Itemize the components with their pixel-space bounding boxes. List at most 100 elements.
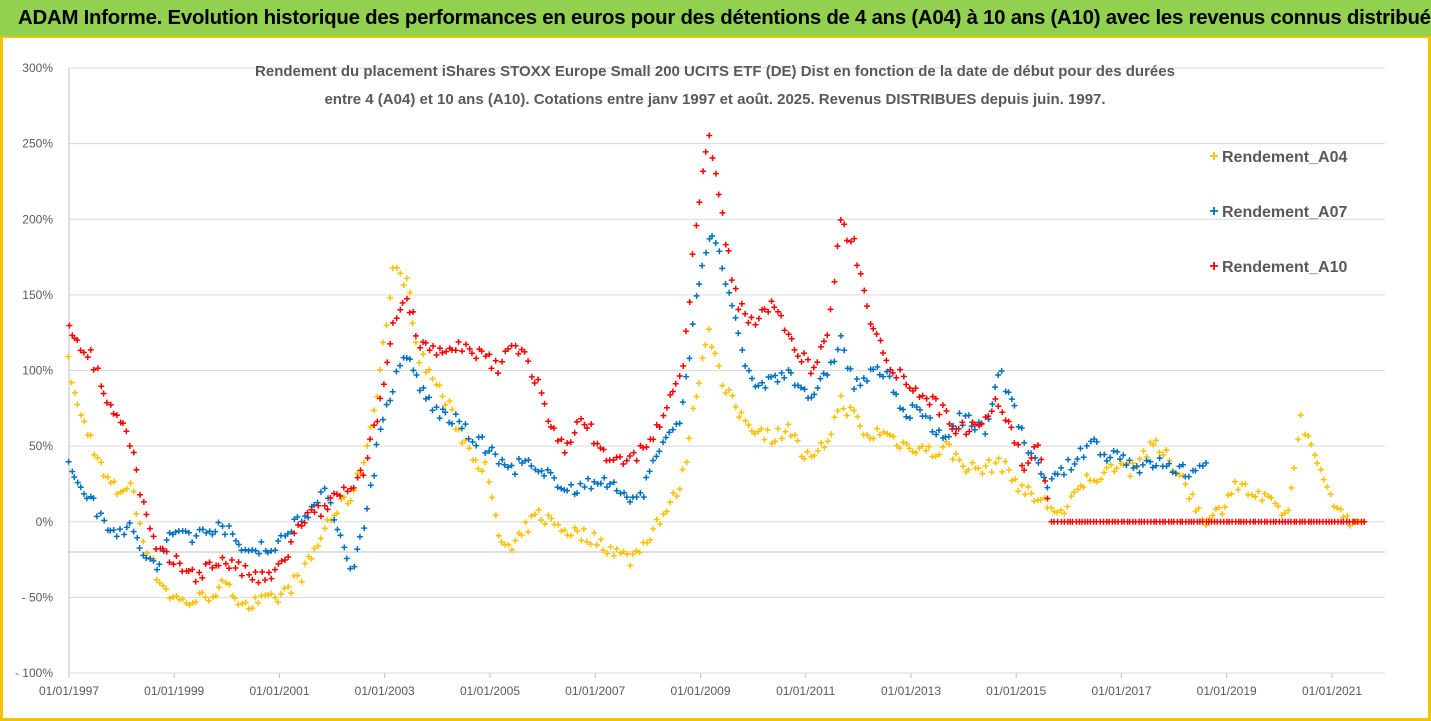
data-point [903,440,910,447]
data-point [1297,412,1304,419]
data-point [1094,478,1101,485]
data-point [222,560,229,567]
data-point [110,527,117,534]
data-point [229,530,236,537]
data-point [1111,468,1118,475]
data-point [446,419,453,426]
data-point [626,453,633,460]
data-point [742,363,749,370]
data-point [232,565,239,572]
data-point [278,558,285,565]
data-point [1169,469,1176,476]
data-point [521,348,528,355]
x-tick-label: 01/01/2009 [670,684,730,698]
data-point [532,511,539,518]
data-point [932,395,939,402]
data-point [814,384,821,391]
data-point [685,435,692,442]
data-point [787,369,794,376]
data-point [772,438,779,445]
data-point [203,529,210,536]
data-point [1311,451,1318,458]
data-point [1097,476,1104,483]
data-point [448,420,455,427]
data-point [199,589,206,596]
data-point [455,426,462,433]
data-point [183,600,190,607]
y-tick-label: 300% [22,61,53,75]
data-point [525,457,532,464]
data-point [567,439,574,446]
data-point [1295,436,1302,443]
data-point [814,447,821,454]
data-point [732,285,739,292]
data-point [519,459,526,466]
data-point [196,569,203,576]
data-point [627,498,634,505]
data-point [926,401,933,408]
data-point [624,551,631,558]
data-point [808,394,815,401]
data-point [945,433,952,440]
data-point [827,306,834,313]
data-point [515,350,522,357]
data-point [1126,457,1133,464]
data-point [900,439,907,446]
data-point [554,484,561,491]
data-point [113,533,120,540]
data-point [68,379,75,386]
data-point [913,404,920,411]
data-point [768,298,775,305]
data-point [946,421,953,428]
data-point [1203,459,1209,466]
data-point [462,421,469,428]
data-point [992,459,999,466]
data-point [83,495,90,502]
data-point [863,431,870,438]
data-point [547,469,554,476]
data-point [101,517,108,524]
data-point [275,538,282,545]
data-point [98,459,105,466]
data-point [646,468,653,475]
data-point [884,368,891,375]
data-point [146,525,153,532]
data-point [90,495,97,502]
data-point [538,390,545,397]
data-point [764,426,771,433]
data-point [469,438,476,445]
data-point [341,494,348,501]
data-point [163,537,170,544]
data-point [384,359,391,366]
data-point [1019,462,1025,469]
data-point [383,322,390,329]
data-point [765,308,772,315]
data-point [113,490,120,497]
data-point [439,349,446,356]
data-point [495,532,502,539]
data-point [834,346,841,353]
data-point [726,289,733,296]
data-point [703,249,710,256]
data-point [1268,494,1275,501]
data-point [466,445,473,452]
data-point [531,379,538,386]
data-point [87,432,94,439]
data-point [834,407,841,414]
data-point [308,555,315,562]
data-point [699,262,706,269]
data-point [1120,452,1127,459]
data-point [317,535,324,542]
data-series [65,132,1368,612]
data-point [667,499,674,506]
data-point [170,593,177,600]
data-point [1361,518,1368,525]
data-point [1005,466,1012,473]
data-point [831,278,838,285]
data-point [771,304,778,311]
data-point [90,366,97,373]
data-point [834,243,841,250]
data-point [515,455,522,462]
data-point [331,516,338,523]
x-tick-label: 01/01/2001 [249,684,309,698]
